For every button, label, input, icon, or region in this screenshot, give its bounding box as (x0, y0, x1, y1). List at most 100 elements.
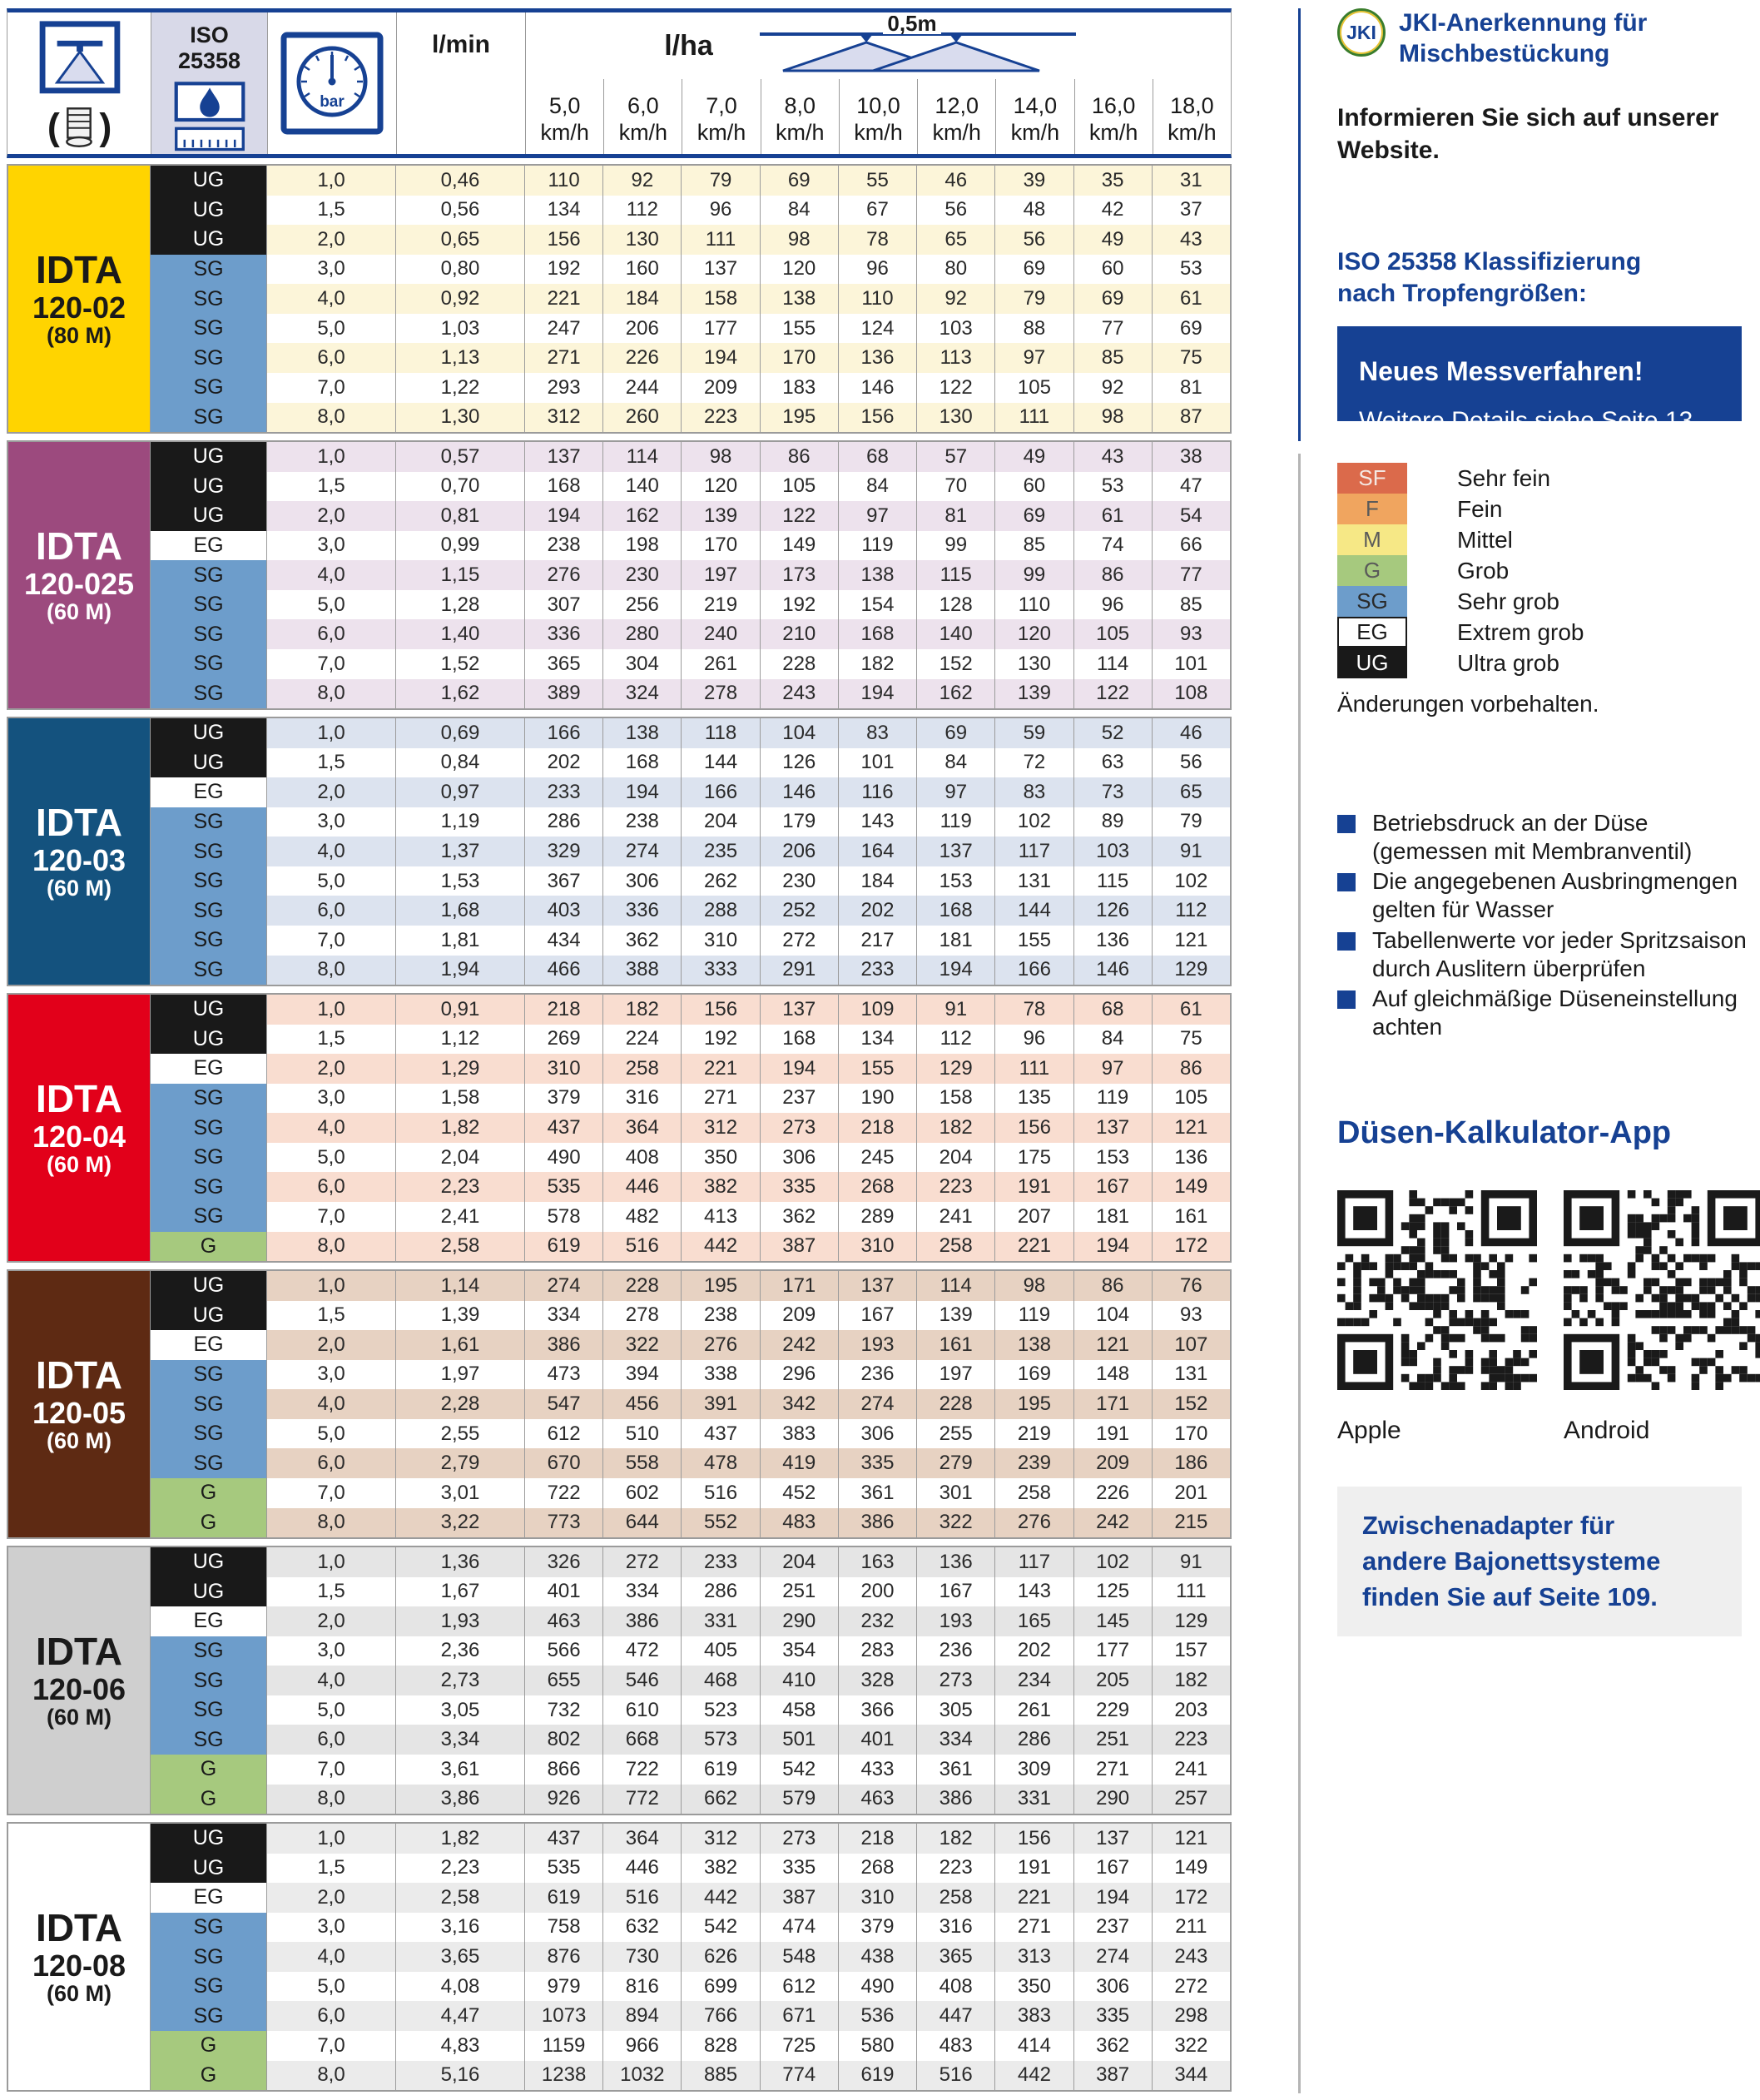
lha-value-cell: 566 (524, 1636, 602, 1666)
lha-value-cell: 313 (994, 1942, 1073, 1972)
ruler-icon (174, 127, 245, 151)
lha-value-cell: 134 (524, 195, 602, 226)
pressure-cell: 2,0 (266, 1883, 395, 1913)
droplet-class-cell: SG (150, 807, 266, 837)
lha-value-cell: 172 (1151, 1231, 1230, 1262)
table-row: SG 4,0 2,28 547 456 391 342 274 228 195 171 152 (150, 1389, 1230, 1419)
lmin-cell: 1,12 (395, 1024, 524, 1055)
speed-value: 16,0 (1091, 93, 1136, 118)
lha-value-cell: 53 (1151, 254, 1230, 285)
lha-value-cell: 137 (916, 837, 994, 866)
lha-value-cell: 115 (916, 560, 994, 590)
lha-value-cell: 60 (994, 471, 1073, 502)
lha-value-cell: 158 (681, 284, 759, 314)
lha-value-cell: 156 (994, 1824, 1073, 1854)
lha-value-cell: 722 (602, 1754, 681, 1785)
nozzle-series-name: IDTA (36, 1077, 122, 1121)
lha-value-cell: 278 (602, 1300, 681, 1331)
lha-value-cell: 233 (524, 777, 602, 807)
lha-value-cell: 129 (1151, 1606, 1230, 1636)
lha-value-cell: 92 (1073, 372, 1152, 403)
lha-value-cell: 228 (916, 1389, 994, 1419)
speed-value: 12,0 (935, 93, 979, 118)
droplet-size-legend: SF Sehr fein F Fein M Mittel G Grob SG Sehr grob E… (1337, 463, 1742, 678)
lha-value-cell: 558 (602, 1448, 681, 1478)
lha-value-cell: 387 (1073, 2060, 1152, 2091)
lha-value-cell: 218 (837, 1113, 916, 1143)
droplet-class-cell: SG (150, 1666, 266, 1695)
lmin-cell: 1,15 (395, 560, 524, 590)
table-row: SG 6,0 4,47 1073 894 766 671 536 447 383 335 298 (150, 2001, 1230, 2031)
legend-label: Sehr grob (1457, 588, 1559, 614)
lha-value-cell: 93 (1151, 1300, 1230, 1331)
droplet-class-cell: SG (150, 1942, 266, 1972)
lha-value-cell: 149 (1151, 1172, 1230, 1202)
droplet-class-cell: SG (150, 866, 266, 896)
table-row: SG 4,0 2,73 655 546 468 410 328 273 234 205 182 (150, 1666, 1230, 1695)
lha-value-cell: 83 (837, 718, 916, 748)
group-rows: UG 1,0 1,14 274 228 195 171 137 114 98 86 76 UG 1,5 1,… (150, 1271, 1230, 1538)
lha-value-cell: 122 (916, 372, 994, 403)
lha-value-cell: 130 (994, 648, 1073, 679)
usage-note-text: Tabellenwerte vor jeder Spritzsaison dur… (1372, 926, 1747, 981)
lha-value-cell: 322 (1151, 2030, 1230, 2061)
qr-android-label: Android (1564, 1417, 1650, 1444)
nozzle-size: (60 M) (46, 1705, 112, 1730)
lha-value-cell: 271 (994, 1912, 1073, 1943)
lha-value-cell: 181 (1073, 1201, 1152, 1232)
lmin-cell: 2,41 (395, 1201, 524, 1232)
svg-text:): ) (99, 105, 112, 147)
pressure-gauge-icon: bar (280, 32, 384, 135)
lha-value-cell: 535 (524, 1172, 602, 1202)
pressure-cell: 1,5 (266, 1024, 395, 1055)
lha-value-cell: 309 (994, 1754, 1073, 1785)
lmin-cell: 1,82 (395, 1113, 524, 1143)
lha-value-cell: 410 (759, 1666, 838, 1695)
pressure-cell: 2,0 (266, 777, 395, 807)
lha-value-cell: 121 (1073, 1330, 1152, 1360)
table-row: SG 8,0 1,94 466 388 333 291 233 194 166 146 129 (150, 955, 1230, 985)
table-header: ( ) ISO 25358 (7, 8, 1232, 158)
table-row: SG 5,0 1,53 367 306 262 230 184 153 131 115 102 (150, 866, 1230, 896)
lha-value-cell: 149 (759, 530, 838, 561)
lha-value-cell: 149 (1151, 1853, 1230, 1884)
lha-value-cell: 173 (759, 560, 838, 590)
lha-value-cell: 191 (1073, 1418, 1152, 1449)
table-row: SG 4,0 1,82 437 364 312 273 218 182 156 137 121 (150, 1113, 1230, 1143)
table-row: SG 5,0 3,05 732 610 523 458 366 305 261 229 203 (150, 1695, 1230, 1725)
lha-value-cell: 86 (759, 442, 838, 472)
lha-value-cell: 84 (837, 471, 916, 502)
pressure-cell: 4,0 (266, 284, 395, 314)
lha-value-cell: 120 (994, 619, 1073, 649)
lha-value-cell: 239 (994, 1448, 1073, 1478)
lha-value-cell: 108 (1151, 678, 1230, 709)
lha-value-cell: 442 (681, 1231, 759, 1262)
pressure-cell: 4,0 (266, 837, 395, 866)
lha-value-cell: 326 (524, 1547, 602, 1577)
speed-value: 5,0 (548, 93, 581, 118)
lha-value-cell: 242 (759, 1330, 838, 1360)
lha-value-cell: 261 (681, 648, 759, 679)
table-row: SG 7,0 2,41 578 482 413 362 289 241 207 181 161 (150, 1201, 1230, 1232)
table-row: SG 4,0 1,37 329 274 235 206 164 137 117 103 91 (150, 837, 1230, 866)
pressure-cell: 6,0 (266, 619, 395, 649)
lha-value-cell: 85 (994, 530, 1073, 561)
table-row: SG 8,0 1,30 312 260 223 195 156 130 111 98 87 (150, 402, 1230, 433)
table-row: EG 3,0 0,99 238 198 170 149 119 99 85 74 66 (150, 530, 1230, 561)
lha-value-cell: 490 (837, 1971, 916, 2002)
lha-value-cell: 331 (994, 1784, 1073, 1815)
lha-value-cell: 483 (916, 2030, 994, 2061)
lha-value-cell: 136 (837, 343, 916, 373)
lha-value-cell: 383 (759, 1418, 838, 1449)
lha-value-cell: 221 (681, 1054, 759, 1084)
pressure-cell: 8,0 (266, 1507, 395, 1538)
lha-value-cell: 966 (602, 2030, 681, 2061)
speed-unit: km/h (1168, 120, 1217, 146)
lha-value-cell: 362 (602, 925, 681, 956)
lha-value-cell: 276 (524, 560, 602, 590)
usage-note-item: Die angegebenen Ausbringmengen gelten fü… (1337, 867, 1753, 924)
lha-value-cell: 668 (602, 1725, 681, 1755)
lmin-cell: 2,55 (395, 1418, 524, 1449)
nozzle-group: IDTA 120-08 (60 M) UG 1,0 1,82 437 364 312 273 218… (7, 1822, 1232, 2092)
lha-value-cell: 48 (994, 195, 1073, 226)
